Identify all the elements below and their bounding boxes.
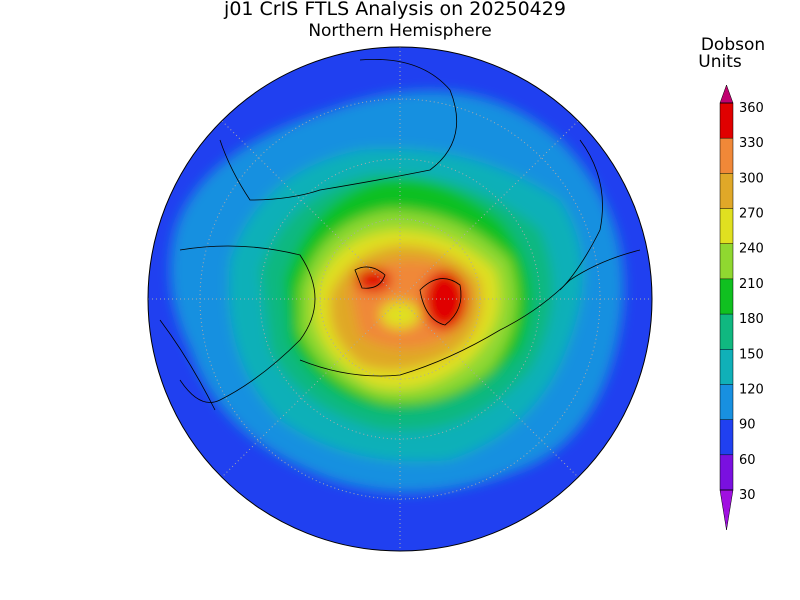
colorbar-segment [720,208,733,244]
map-border [147,46,653,552]
coastlines [159,59,641,411]
map-subtitle: Northern Hemisphere [308,21,491,41]
colorbar: 30 60 90 120 150 180 210 240 270 300 330 360 [719,84,764,531]
colorbar-segment [720,454,733,490]
colorbar-tick-label: 60 [739,453,756,468]
ozone-field [148,47,652,551]
colorbar-tick-label: 150 [739,347,764,362]
colorbar-tick-label: 270 [739,207,764,222]
graticule [148,47,652,551]
colorbar-over [719,84,734,104]
colorbar-tick-label: 120 [739,382,764,397]
colorbar-segment [720,278,733,315]
colorbar-tick-label: 330 [739,136,764,151]
colorbar-label: Dobson [701,35,765,55]
colorbar-tick-label: 30 [739,488,756,503]
colorbar-segment [720,384,733,420]
map-title: j01 CrIS FTLS Analysis on 20250429 [223,0,566,20]
colorbar-segment [720,243,733,279]
colorbar-segment [720,314,733,350]
colorbar-segment [720,173,733,209]
colorbar-label: Units [698,52,742,72]
colorbar-tick-label: 210 [739,277,764,292]
colorbar-segment [720,138,733,174]
colorbar-tick-label: 90 [739,418,756,433]
colorbar-tick-label: 240 [739,242,764,257]
colorbar-segment [720,419,733,455]
colorbar-segment [720,103,733,139]
colorbar-tick-label: 360 [739,101,764,116]
colorbar-under [719,489,734,531]
colorbar-tick-label: 180 [739,312,764,327]
colorbar-tick-label: 300 [739,171,764,186]
colorbar-segment [720,349,733,385]
